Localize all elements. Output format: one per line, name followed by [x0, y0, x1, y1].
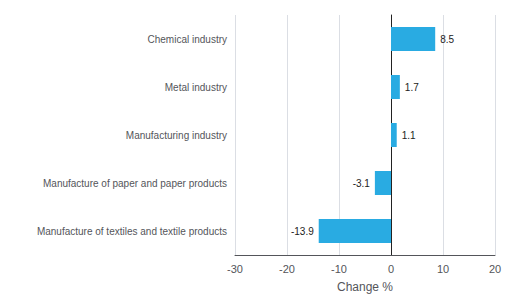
svg-text:-13.9: -13.9 — [291, 226, 314, 237]
svg-text:1.1: 1.1 — [402, 130, 416, 141]
svg-text:0: 0 — [388, 263, 394, 275]
svg-text:-30: -30 — [227, 263, 243, 275]
svg-text:1.7: 1.7 — [405, 82, 419, 93]
svg-text:Manufacture of paper and paper: Manufacture of paper and paper products — [43, 178, 227, 189]
svg-text:20: 20 — [489, 263, 501, 275]
svg-text:Manufacturing industry: Manufacturing industry — [126, 130, 227, 141]
svg-text:-20: -20 — [279, 263, 295, 275]
svg-text:Manufacture of textiles and te: Manufacture of textiles and textile prod… — [37, 226, 227, 237]
svg-text:-3.1: -3.1 — [353, 178, 371, 189]
svg-text:-10: -10 — [331, 263, 347, 275]
svg-text:Metal industry: Metal industry — [165, 82, 227, 93]
svg-text:Chemical industry: Chemical industry — [148, 34, 227, 45]
svg-text:10: 10 — [437, 263, 449, 275]
svg-text:8.5: 8.5 — [440, 34, 454, 45]
svg-text:Change %: Change % — [337, 280, 393, 294]
